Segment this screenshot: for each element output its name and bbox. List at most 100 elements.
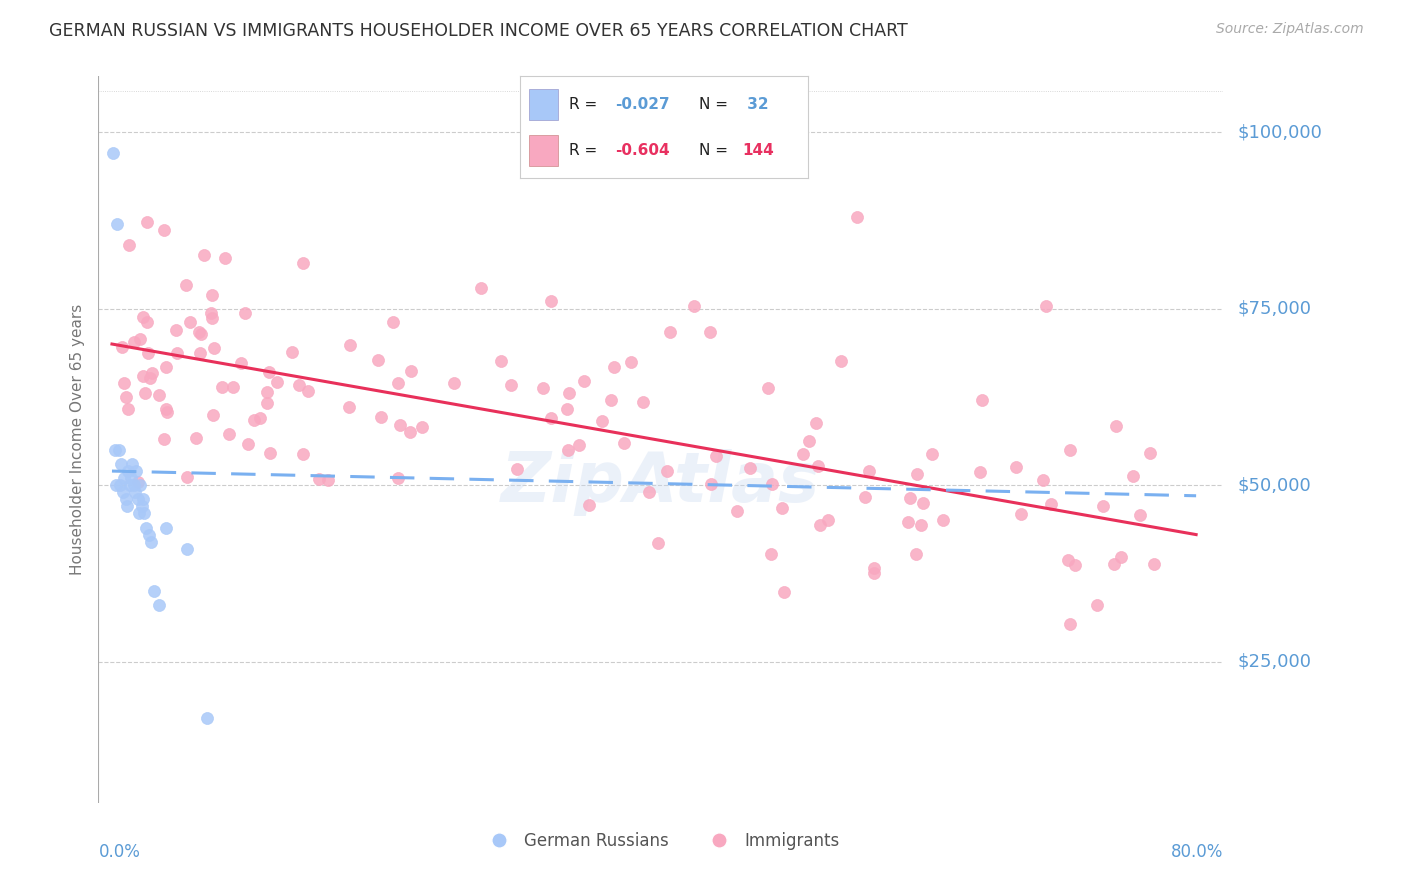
Point	[1010, 507, 1032, 521]
Point	[193, 248, 215, 262]
Point	[620, 355, 643, 369]
Point	[114, 492, 136, 507]
Point	[103, 146, 125, 161]
Point	[370, 410, 392, 425]
Point	[297, 384, 319, 398]
Point	[1040, 498, 1063, 512]
Point	[863, 560, 886, 574]
Point	[129, 478, 152, 492]
Point	[682, 299, 704, 313]
Point	[195, 711, 218, 725]
Text: Source: ZipAtlas.com: Source: ZipAtlas.com	[1216, 22, 1364, 37]
Point	[1085, 598, 1108, 612]
Point	[111, 340, 134, 354]
Point	[603, 360, 626, 375]
Point	[411, 419, 433, 434]
Point	[1122, 468, 1144, 483]
Point	[897, 516, 920, 530]
Point	[214, 251, 236, 265]
Point	[211, 380, 233, 394]
Point	[122, 478, 145, 492]
Point	[257, 365, 280, 379]
Point	[863, 566, 886, 580]
Point	[128, 507, 150, 521]
Point	[155, 520, 177, 534]
Point	[858, 464, 880, 478]
Point	[117, 402, 139, 417]
Point	[804, 417, 827, 431]
Point	[970, 392, 993, 407]
Point	[638, 485, 661, 500]
Point	[912, 496, 935, 510]
Point	[134, 385, 156, 400]
Point	[969, 465, 991, 479]
Point	[389, 417, 412, 432]
Point	[105, 217, 128, 231]
Point	[758, 381, 780, 395]
Point	[190, 326, 212, 341]
Point	[131, 500, 153, 514]
Point	[932, 513, 955, 527]
Point	[910, 517, 932, 532]
Point	[557, 442, 579, 457]
Point	[761, 547, 783, 561]
Point	[118, 237, 141, 252]
Point	[120, 471, 142, 485]
Point	[699, 325, 721, 339]
Point	[201, 310, 224, 325]
Point	[143, 584, 166, 599]
Point	[1035, 299, 1057, 313]
Point	[153, 432, 176, 446]
Point	[202, 408, 225, 422]
Point	[115, 390, 138, 404]
Point	[111, 485, 134, 500]
Point	[316, 474, 339, 488]
Point	[238, 437, 260, 451]
Bar	[529, 136, 558, 166]
Point	[704, 449, 727, 463]
Text: 0.0%: 0.0%	[98, 843, 141, 861]
Point	[1005, 459, 1028, 474]
Text: $75,000: $75,000	[1237, 300, 1312, 318]
Point	[846, 210, 869, 224]
Point	[229, 356, 252, 370]
Point	[443, 376, 465, 390]
Point	[155, 359, 177, 374]
Point	[578, 498, 600, 512]
Text: 144: 144	[742, 144, 773, 158]
Point	[1091, 499, 1114, 513]
Point	[201, 287, 224, 301]
Point	[184, 431, 207, 445]
Point	[202, 341, 225, 355]
Point	[905, 467, 928, 481]
Point	[136, 215, 159, 229]
Text: N =: N =	[699, 97, 733, 112]
Point	[127, 492, 149, 507]
Point	[134, 507, 156, 521]
Point	[470, 280, 492, 294]
Point	[898, 491, 921, 506]
Point	[568, 437, 591, 451]
Point	[591, 413, 613, 427]
Point	[853, 490, 876, 504]
Point	[242, 412, 264, 426]
Point	[118, 478, 141, 492]
Point	[725, 504, 748, 518]
Point	[817, 513, 839, 527]
Point	[249, 410, 271, 425]
Point	[1139, 446, 1161, 460]
Point	[1057, 553, 1080, 567]
Point	[115, 500, 138, 514]
Point	[110, 457, 132, 471]
Point	[572, 374, 595, 388]
Point	[399, 425, 422, 439]
Text: 80.0%: 80.0%	[1171, 843, 1223, 861]
Point	[233, 306, 256, 320]
Text: -0.027: -0.027	[616, 97, 671, 112]
Point	[179, 315, 201, 329]
Point	[153, 222, 176, 236]
Point	[156, 405, 179, 419]
Point	[830, 353, 852, 368]
Text: N =: N =	[699, 144, 733, 158]
Point	[187, 325, 209, 339]
